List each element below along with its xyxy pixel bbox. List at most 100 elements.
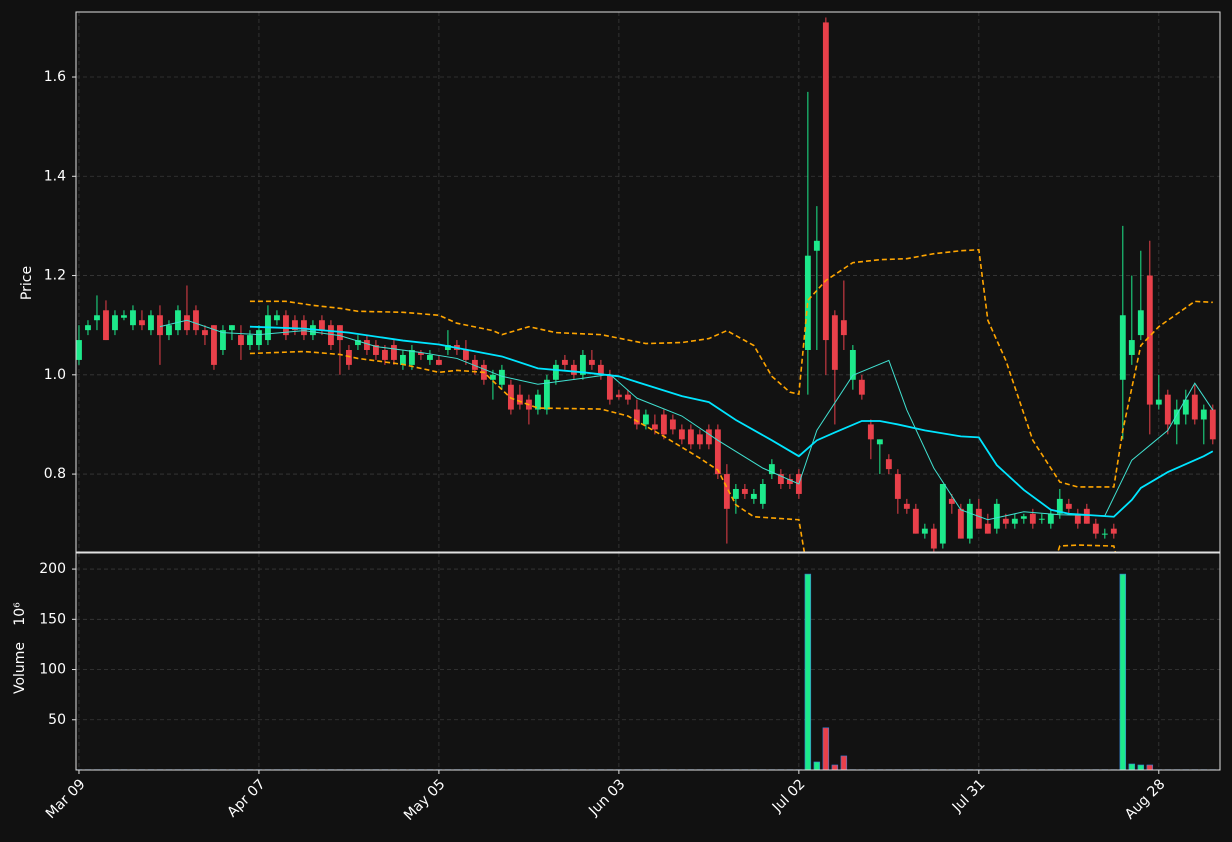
candle-body [921,528,928,534]
candle-body [705,429,712,445]
y-tick-label: 1.2 [44,268,66,284]
volume-bar [804,573,812,770]
volume-scale-label: 10⁶ [12,602,28,626]
candle-body [741,488,748,494]
candle-body [462,349,469,360]
candle-body [624,394,631,400]
candle-body [894,474,901,499]
candle-body [112,315,118,331]
candle-body [822,22,829,341]
candle-body [355,340,361,346]
candle-body [274,315,280,321]
candle-body [651,424,658,430]
candle-body [732,488,739,499]
volume-frame [75,552,1221,771]
candle-body [993,503,1000,529]
candle-body [193,310,199,331]
candle-body [220,330,226,350]
candle-body [229,325,235,331]
candle-body [984,523,991,534]
band-line [249,248,1213,488]
candle-body [552,364,559,380]
y2-tick-label: 150 [39,611,66,627]
candle-body [256,330,262,346]
candle-body [399,354,406,365]
candle-body [948,498,955,504]
candle-body [1038,518,1045,520]
candle-body [184,315,190,331]
candle-body [696,434,703,445]
candle-body [849,349,856,380]
candle-body [606,374,613,400]
candle-body [912,508,919,534]
grid [76,12,1220,770]
candle-body [247,335,253,346]
candle-body [1128,340,1135,355]
candle-body [939,484,946,544]
candle-body [543,379,550,410]
y2-tick-label: 200 [39,561,66,577]
candle-body [319,320,325,331]
candle-body [1011,518,1018,524]
candle-body [516,394,523,405]
candle-body [1119,315,1126,380]
candle-body [975,508,982,529]
candle-body [597,364,604,375]
candle-body [570,364,577,375]
candle-body [777,474,784,485]
candle-body [471,359,478,370]
candle-body [1191,394,1198,420]
candle-body [157,315,163,336]
candle-body [1155,399,1162,405]
candle-body [588,359,595,365]
volume-bar [813,761,821,770]
candle-body [867,424,874,440]
volume-bar [822,727,830,770]
y2-tick-label: 50 [48,712,66,728]
volume-axis-label: Volume [12,642,28,694]
candle-body [130,310,136,326]
volume-bar [831,764,839,770]
candle-body [534,394,541,410]
candle-body [238,335,244,346]
moving-average-line [159,319,1214,521]
volume-bar [1137,764,1145,770]
y2-tick-label: 100 [39,662,66,678]
volume-bar [1119,573,1127,770]
candle-body [615,394,622,398]
volume-bar [1146,764,1154,770]
candle-body [148,315,154,331]
candle-body [1056,498,1063,514]
candle-body [768,464,775,475]
candle-body [723,474,730,509]
candle-body [1137,310,1144,336]
candle-body [103,310,109,341]
candle-body [1092,523,1099,534]
candle-body [930,528,937,549]
candle-body [759,484,766,504]
candle-body [1029,513,1036,524]
candle-body [579,354,586,375]
candle-body [417,352,424,355]
price-panel [76,12,1220,552]
volume-panel [76,553,1220,770]
y-tick-label: 1.4 [44,168,66,184]
candle-body [903,503,910,509]
y-tick-label: 1.0 [44,367,66,383]
candle-body [642,414,649,425]
candle-body [444,345,451,350]
y-tick-label: 1.6 [44,69,66,85]
candle-body [1146,275,1153,405]
candle-body [804,255,811,350]
candle-body [966,503,973,539]
band-line [249,350,1117,552]
candle-body [301,320,307,336]
price-frame [75,11,1221,553]
candle-body [346,349,352,365]
moving-average-line [249,325,1214,518]
candle-body [669,419,676,430]
candle-body [786,479,793,485]
candle-body [1083,508,1090,524]
